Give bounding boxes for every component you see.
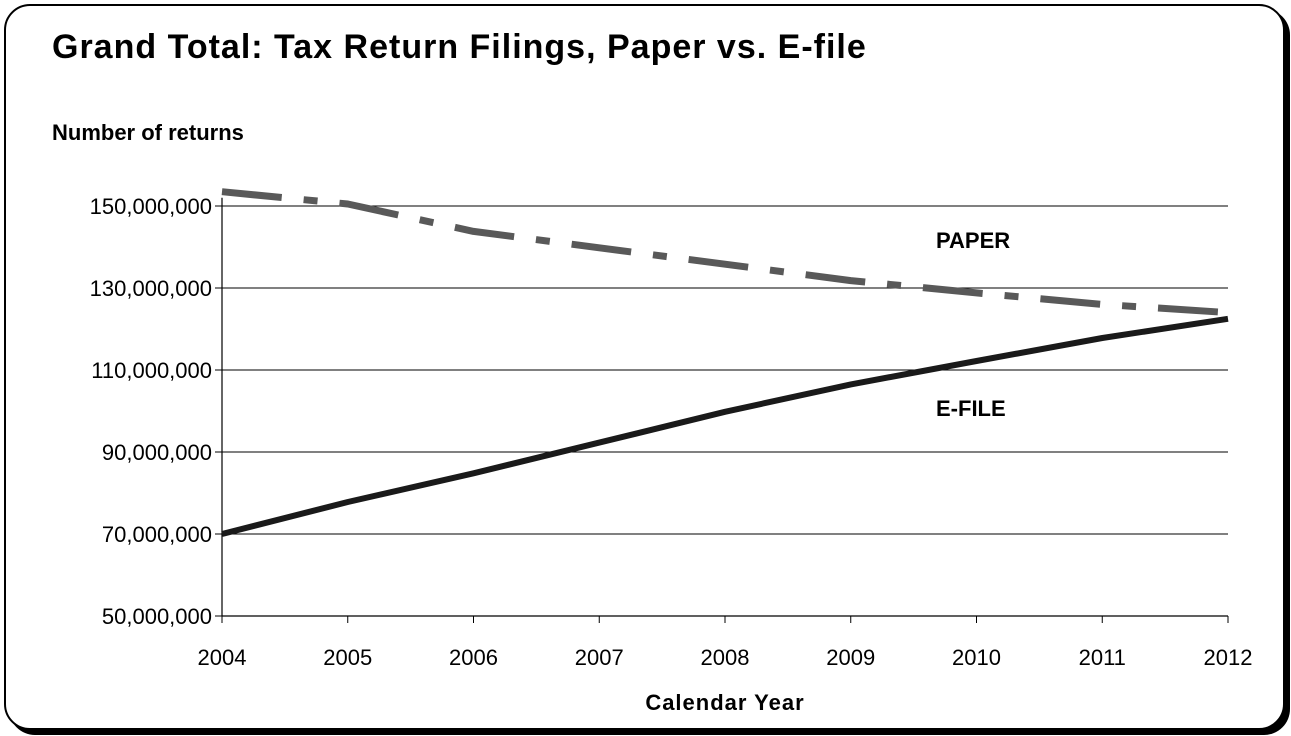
- y-tick-label: 150,000,000: [90, 194, 212, 219]
- y-tick-label: 130,000,000: [90, 276, 212, 301]
- x-tick-label: 2005: [323, 645, 372, 670]
- y-tick-label: 50,000,000: [102, 604, 212, 629]
- x-tick-label: 2011: [1079, 645, 1126, 670]
- series-label-paper: PAPER: [936, 228, 1010, 253]
- labels: 50,000,000 70,000,000 90,000,000 110,000,00…: [90, 194, 1253, 670]
- x-tick-label: 2008: [701, 645, 750, 670]
- y-tick-label: 90,000,000: [102, 440, 212, 465]
- x-tick-label: 2009: [826, 645, 875, 670]
- x-tick-label: 2010: [952, 645, 1001, 670]
- x-axis-title: Calendar Year: [645, 690, 804, 715]
- x-tick-label: 2007: [575, 645, 624, 670]
- y-tick-label: 110,000,000: [91, 358, 212, 383]
- series-lines: [221, 188, 1229, 537]
- x-tick-label: 2012: [1204, 645, 1253, 670]
- series-line-e-file: [221, 315, 1229, 537]
- x-tick-label: 2006: [449, 645, 498, 670]
- gridlines: [222, 205, 1228, 535]
- axes: [215, 197, 1229, 623]
- y-axis-title: Number of returns: [52, 120, 244, 145]
- y-tick-label: 70,000,000: [102, 522, 212, 547]
- series-line-paper: [221, 188, 1229, 317]
- chart-frame: [4, 4, 1285, 730]
- series-label-e-file: E-FILE: [936, 396, 1006, 421]
- chart-title: Grand Total: Tax Return Filings, Paper v…: [52, 28, 867, 66]
- x-tick-label: 2004: [198, 645, 247, 670]
